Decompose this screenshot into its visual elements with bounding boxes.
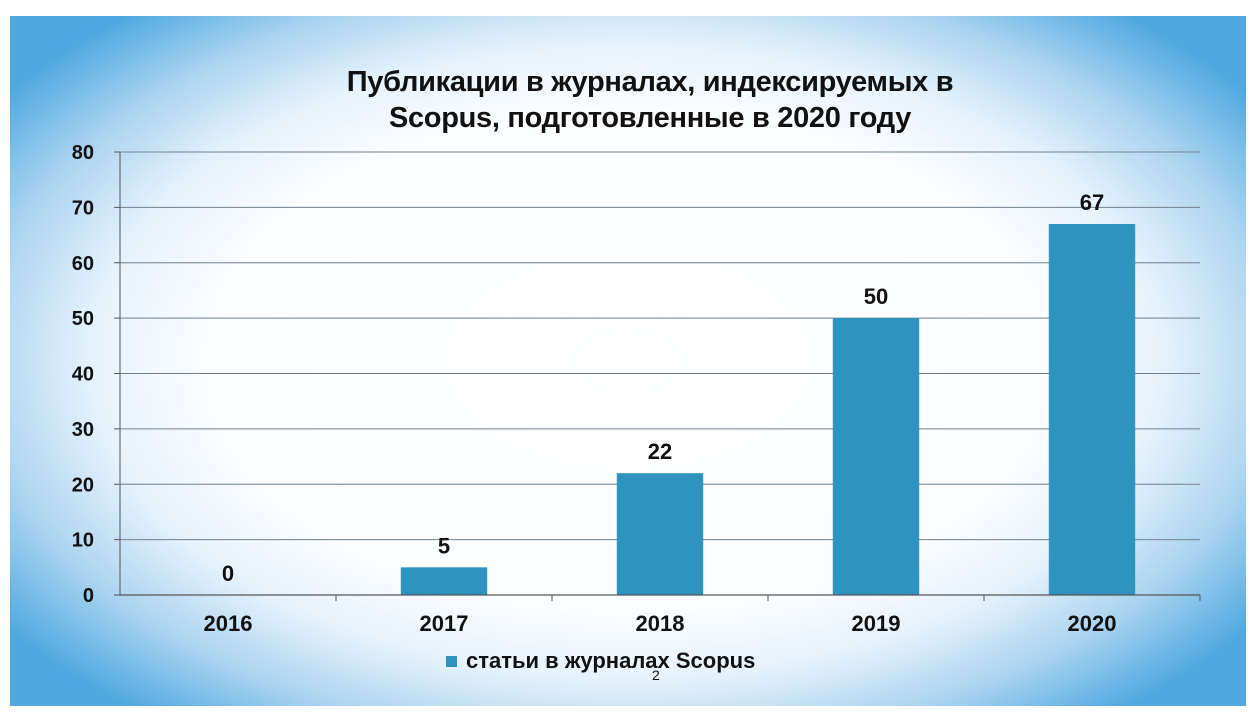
data-label: 22 — [648, 439, 672, 464]
data-label: 67 — [1080, 190, 1104, 215]
x-tick-label: 2020 — [1068, 611, 1117, 636]
bar — [832, 318, 920, 595]
x-tick-label: 2018 — [636, 611, 685, 636]
y-tick-label: 50 — [72, 308, 94, 330]
y-tick-label: 40 — [72, 364, 94, 386]
x-tick-label: 2017 — [420, 611, 469, 636]
x-tick-label: 2016 — [204, 611, 253, 636]
y-tick-label: 20 — [72, 474, 94, 496]
y-tick-label: 80 — [72, 142, 94, 164]
bar — [616, 473, 704, 595]
legend-label: статьи в журналах Scopus — [466, 648, 756, 673]
y-tick-label: 0 — [83, 585, 94, 607]
y-tick-label: 60 — [72, 253, 94, 275]
chart-title-line-2: Scopus, подготовленные в 2020 году — [388, 102, 912, 134]
legend-swatch — [446, 655, 457, 667]
data-label: 50 — [864, 284, 888, 309]
y-tick-label: 30 — [72, 419, 94, 441]
chart-title-line-1: Публикации в журналах, индексируемых в — [346, 66, 954, 98]
chart-legend: статьи в журналах Scopus — [446, 648, 756, 673]
bar — [1048, 223, 1136, 596]
data-label: 5 — [438, 533, 450, 558]
bar — [400, 567, 488, 595]
y-tick-label: 10 — [72, 530, 94, 552]
data-label: 0 — [222, 561, 234, 586]
y-tick-label: 70 — [72, 197, 94, 219]
x-tick-label: 2019 — [852, 611, 901, 636]
page-number: 2 — [652, 667, 660, 683]
